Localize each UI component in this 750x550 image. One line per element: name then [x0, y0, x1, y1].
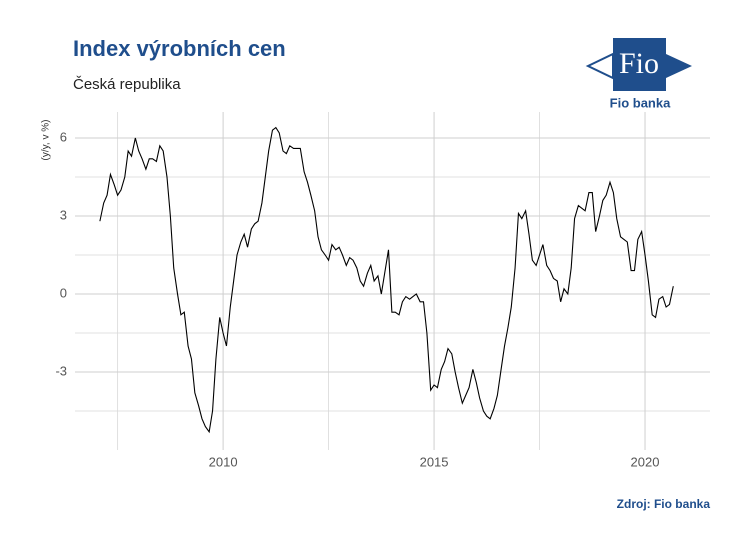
y-axis-label: (y/y, v %): [41, 120, 52, 161]
x-tick-label: 2015: [420, 454, 449, 469]
logo-text: Fio: [619, 47, 659, 80]
logo-badge: [613, 38, 666, 91]
y-tick-label: 6: [60, 129, 67, 144]
chart-subtitle: Česká republika: [73, 76, 181, 93]
logo-caption: Fio banka: [610, 95, 671, 110]
source: Zdroj: Fio banka: [617, 497, 711, 511]
x-tick-label: 2020: [631, 454, 660, 469]
logo-wing: [666, 54, 692, 78]
logo: Fio Fio banka: [585, 38, 692, 110]
y-tick-label: -3: [55, 363, 67, 378]
line: [99, 126, 674, 434]
y-tick-label: 0: [60, 285, 67, 300]
y-tick-label: 3: [60, 207, 67, 222]
chart-title: Index výrobních cen: [73, 36, 286, 61]
x-tick-label: 2010: [209, 454, 238, 469]
